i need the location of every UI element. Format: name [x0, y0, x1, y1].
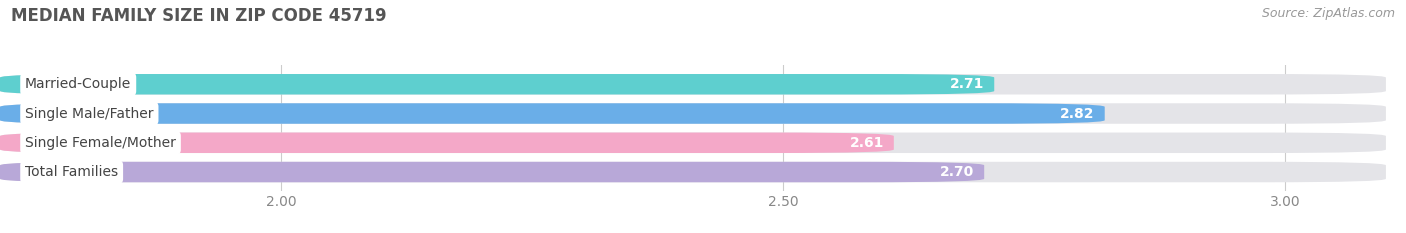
Text: 2.71: 2.71	[950, 77, 984, 91]
FancyBboxPatch shape	[0, 103, 1386, 124]
FancyBboxPatch shape	[0, 133, 894, 153]
Text: Total Families: Total Families	[25, 165, 118, 179]
FancyBboxPatch shape	[0, 162, 1386, 182]
FancyBboxPatch shape	[0, 103, 1105, 124]
FancyBboxPatch shape	[0, 74, 994, 95]
Text: 2.82: 2.82	[1060, 106, 1095, 120]
FancyBboxPatch shape	[0, 74, 1386, 95]
Text: MEDIAN FAMILY SIZE IN ZIP CODE 45719: MEDIAN FAMILY SIZE IN ZIP CODE 45719	[11, 7, 387, 25]
Text: 2.70: 2.70	[939, 165, 974, 179]
Text: 2.61: 2.61	[849, 136, 884, 150]
Text: Married-Couple: Married-Couple	[25, 77, 131, 91]
Text: Source: ZipAtlas.com: Source: ZipAtlas.com	[1261, 7, 1395, 20]
Text: Single Male/Father: Single Male/Father	[25, 106, 153, 120]
Text: Single Female/Mother: Single Female/Mother	[25, 136, 176, 150]
FancyBboxPatch shape	[0, 133, 1386, 153]
FancyBboxPatch shape	[0, 162, 984, 182]
